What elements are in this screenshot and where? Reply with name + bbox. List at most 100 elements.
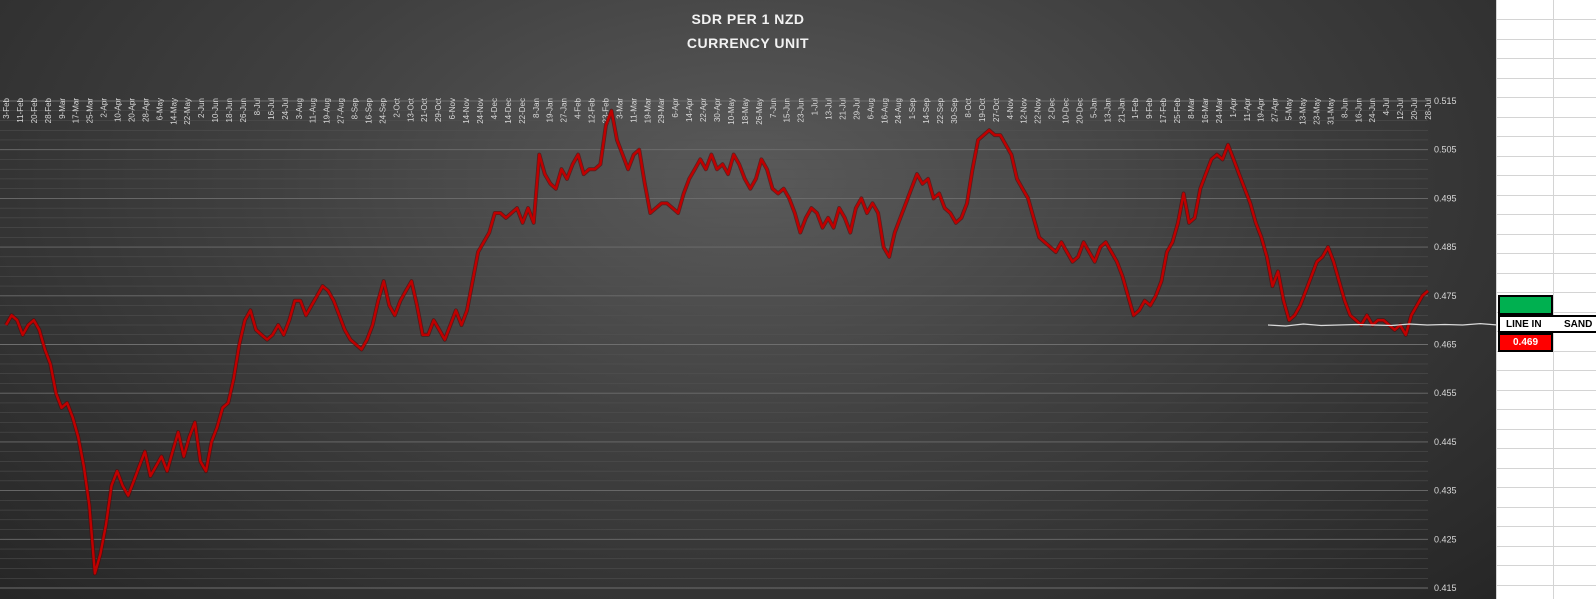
x-tick-label: 11-Apr <box>1243 98 1252 122</box>
x-tick-label: 12-Feb <box>588 97 597 123</box>
x-tick-label: 14-Nov <box>462 98 471 124</box>
sheet-row-line <box>1496 58 1596 59</box>
x-tick-label: 9-Feb <box>1145 97 1154 118</box>
x-tick-label: 22-Dec <box>518 98 527 124</box>
x-tick-label: 24-Aug <box>894 98 903 124</box>
chart-title: SDR PER 1 NZD <box>691 11 805 27</box>
x-tick-label: 5-Jan <box>1089 98 1098 118</box>
x-tick-label: 10-Apr <box>114 98 123 122</box>
x-tick-label: 26-Jun <box>239 98 248 122</box>
green-cell[interactable] <box>1498 295 1553 315</box>
x-tick-label: 23-May <box>1312 98 1321 125</box>
x-tick-label: 17-Feb <box>1159 97 1168 123</box>
sheet-row-line <box>1496 545 1596 547</box>
x-tick-label: 3-Mar <box>615 98 624 119</box>
x-tick-label: 15-Jun <box>783 98 792 122</box>
sheet-row-line <box>1496 155 1596 157</box>
x-tick-label: 4-Feb <box>574 97 583 118</box>
x-tick-label: 4-Jul <box>1382 98 1391 116</box>
x-tick-label: 13-May <box>1299 98 1308 125</box>
x-tick-label: 30-Sep <box>950 97 959 123</box>
x-tick-label: 18-May <box>741 98 750 125</box>
x-tick-label: 25-Mar <box>86 98 95 124</box>
x-tick-label: 24-Jun <box>1368 98 1377 122</box>
sheet-row-line <box>1496 77 1596 79</box>
sheet-row-line <box>1496 584 1596 586</box>
x-tick-label: 1-Apr <box>1229 98 1238 118</box>
x-tick-label: 1-Sep <box>908 97 917 119</box>
sheet-row-line <box>1496 448 1596 449</box>
sheet-row-line <box>1496 38 1596 40</box>
x-tick-label: 13-Jul <box>825 98 834 120</box>
x-tick-label: 8-Jun <box>1340 98 1349 118</box>
sheet-row-line <box>1496 389 1596 391</box>
x-tick-label: 14-Dec <box>504 98 513 124</box>
y-tick-label: 0.425 <box>1434 534 1457 544</box>
x-tick-label: 14-Apr <box>685 98 694 122</box>
line-in-value[interactable]: 0.469 <box>1498 333 1553 352</box>
x-tick-label: 3-Feb <box>2 97 11 118</box>
x-tick-label: 8-Oct <box>964 97 973 117</box>
x-tick-label: 4-Nov <box>1006 98 1015 119</box>
y-tick-label: 0.475 <box>1434 291 1457 301</box>
x-tick-label: 2-Oct <box>392 97 401 117</box>
x-tick-label: 11-Feb <box>16 97 25 122</box>
x-tick-label: 5-May <box>1285 98 1294 120</box>
x-tick-label: 6-Aug <box>866 98 875 119</box>
x-tick-label: 19-Jan <box>546 98 555 122</box>
x-tick-label: 21-Jan <box>1117 98 1126 122</box>
x-tick-label: 16-Mar <box>1201 98 1210 124</box>
series-line-sdr-per-nzd <box>4 109 1429 575</box>
x-tick-label: 14-Sep <box>922 97 931 123</box>
x-tick-label: 11-Mar <box>629 98 638 123</box>
sheet-row-line <box>1496 233 1596 235</box>
x-tick-label: 17-Mar <box>72 98 81 124</box>
x-tick-label: 28-Feb <box>44 97 53 123</box>
x-tick-label: 24-Sep <box>378 97 387 123</box>
x-tick-label: 6-May <box>155 98 164 120</box>
y-tick-label: 0.415 <box>1434 583 1457 593</box>
x-tick-label: 1-Jul <box>811 98 820 116</box>
x-tick-label: 2-Apr <box>100 98 109 118</box>
x-tick-label: 11-Aug <box>309 98 318 123</box>
x-tick-label: 20-Feb <box>30 97 39 123</box>
x-tick-label: 16-Aug <box>880 98 889 124</box>
sheet-row-line <box>1496 506 1596 508</box>
x-tick-label: 10-May <box>727 98 736 125</box>
x-tick-label: 22-Sep <box>936 97 945 123</box>
sheet-row-line <box>1496 526 1596 527</box>
chart-svg: 0.515 0.505 0.495 0.485 0.475 0.465 0.455 0.445… <box>0 96 1496 593</box>
label-row[interactable]: LINE IN SAND <box>1498 315 1596 333</box>
x-tick-label: 12-Jul <box>1396 98 1405 120</box>
sheet-row-line <box>1496 175 1596 176</box>
sheet-column-line <box>1496 0 1497 599</box>
x-tick-label: 4-Dec <box>490 98 499 119</box>
x-tick-label: 25-Feb <box>1173 97 1182 123</box>
x-tick-label: 13-Jan <box>1103 98 1112 122</box>
x-tick-label: 21-Oct <box>420 97 429 122</box>
x-tick-label: 22-Apr <box>699 98 708 122</box>
x-tick-label: 3-Aug <box>295 98 304 119</box>
sheet-row-line <box>1496 565 1596 566</box>
y-tick-label: 0.445 <box>1434 437 1457 447</box>
x-tick-label: 14-May <box>169 98 178 125</box>
x-tick-label: 29-Oct <box>434 97 443 122</box>
x-tick-label: 8-Jul <box>253 98 262 116</box>
x-tick-label: 16-Sep <box>364 97 373 123</box>
y-tick-label: 0.465 <box>1434 340 1457 350</box>
sheet-row-line <box>1496 409 1596 410</box>
x-tick-label: 13-Oct <box>406 97 415 122</box>
y-tick-label: 0.455 <box>1434 388 1457 398</box>
x-tick-label: 28-Apr <box>141 98 150 122</box>
sheet-row-line <box>1496 428 1596 430</box>
sheet-row-line <box>1496 97 1596 98</box>
y-tick-label: 0.505 <box>1434 145 1457 155</box>
sheet-row-line <box>1496 136 1596 137</box>
x-tick-label: 20-Apr <box>127 98 136 122</box>
x-tick-label: 27-Apr <box>1271 98 1280 122</box>
sheet-row-line <box>1496 467 1596 469</box>
x-tick-label: 29-Jul <box>852 98 861 120</box>
x-tick-label: 2-Jun <box>197 98 206 118</box>
x-tick-label: 19-Apr <box>1257 98 1266 122</box>
sheet-row-line <box>1496 272 1596 274</box>
